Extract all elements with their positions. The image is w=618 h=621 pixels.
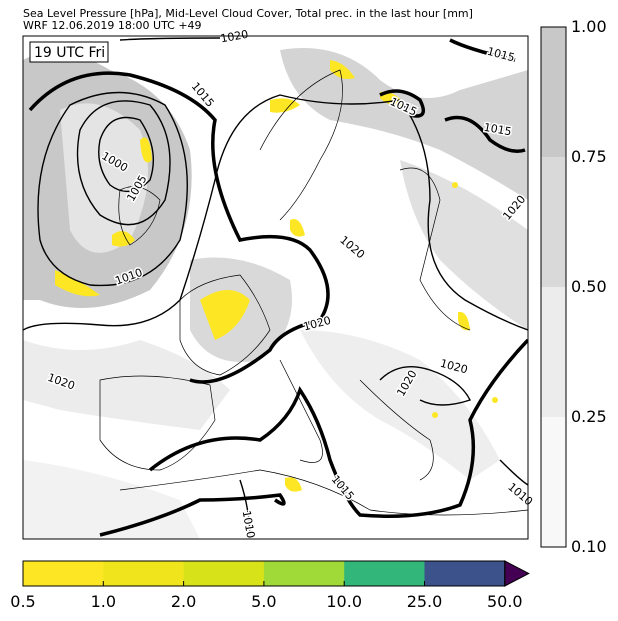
precip-patch — [452, 182, 458, 188]
coastline-north-africa — [119, 469, 528, 516]
precip-colorbar-tick: 1.0 — [90, 592, 117, 611]
coastline-balkans — [359, 379, 434, 481]
cloud-colorbar-tick: 0.10 — [571, 537, 607, 556]
precip-patch — [290, 219, 305, 237]
precip-colorbar-tick: 25.0 — [406, 592, 443, 611]
cloud-colorbar-segment — [541, 417, 566, 547]
precip-patch — [140, 137, 152, 163]
precip-colorbar-segment — [103, 561, 185, 586]
precip-patch — [492, 397, 498, 403]
precip-patch — [330, 60, 355, 79]
map-title: Sea Level Pressure [hPa], Mid-Level Clou… — [23, 7, 473, 20]
precip-patch — [432, 412, 438, 418]
precip-colorbar-segment — [23, 561, 104, 586]
isobar-1005 — [76, 100, 171, 226]
map-subtitle: WRF 12.06.2019 18:00 UTC +49 — [23, 19, 202, 32]
precip-colorbar-tick: 10.0 — [326, 592, 362, 611]
precip-colorbar-segment — [424, 561, 506, 586]
isobar-1010-se — [499, 459, 528, 486]
precip-colorbar-extend-arrow — [504, 560, 530, 587]
precip-patch — [200, 290, 250, 340]
cloud-patch — [280, 48, 528, 200]
isobar-1000 — [98, 116, 155, 193]
isobar-1015-east — [444, 115, 526, 153]
isobar-1010 — [37, 91, 188, 287]
precip-colorbar-segment — [263, 561, 345, 586]
precip-colorbar-tick: 50.0 — [486, 592, 523, 611]
cloud-colorbar-segment — [541, 287, 566, 417]
cloud-colorbar-tick: 1.00 — [571, 17, 607, 36]
isobars — [23, 37, 528, 539]
cloud-colorbar-segment — [541, 27, 566, 157]
precip-colorbar-tick: 0.5 — [10, 592, 36, 611]
cloud-patch — [300, 330, 500, 480]
isobar-1020 — [23, 94, 528, 331]
precip-patch — [285, 477, 302, 492]
precip-colorbar-tick: 5.0 — [251, 592, 277, 611]
precip-patch — [458, 311, 470, 331]
isobar-1020-balkans — [379, 366, 471, 406]
isobar-1015 — [28, 71, 330, 384]
precip-colorbar-segment — [183, 561, 265, 586]
cloud-patch — [400, 160, 528, 330]
border-line — [399, 167, 471, 331]
cloud-colorbar-tick: 0.75 — [571, 147, 607, 166]
cloud-colorbar-segment — [541, 157, 566, 287]
cloud-colorbar-tick: 0.25 — [571, 407, 607, 426]
cloud-cover-colorbar — [541, 27, 566, 547]
map-frame — [22, 35, 529, 540]
isobar-1015-south — [148, 338, 528, 518]
precip-colorbar — [22, 560, 530, 587]
isobar-1015-ne — [449, 38, 516, 62]
precip-patch — [55, 270, 100, 297]
time-label-box — [29, 41, 109, 63]
isobar-1010-s — [239, 479, 251, 539]
isobar-1015-africa — [99, 493, 286, 537]
cloud-patch — [60, 103, 148, 253]
precip-patch — [270, 98, 300, 113]
precip-colorbar-tick: 2.0 — [170, 592, 197, 611]
coastline-france — [179, 274, 271, 376]
time-label: 19 UTC Fri — [34, 45, 105, 61]
cloud-colorbar-tick: 0.50 — [571, 277, 607, 296]
precip-patch — [112, 231, 135, 247]
precip-colorbar-segment — [344, 561, 425, 586]
coastline-italy — [279, 359, 323, 463]
cloud-colorbar-frame — [540, 26, 567, 548]
precip-layer — [55, 60, 498, 492]
isobar-1015-north — [379, 89, 426, 118]
isobar-1020-top — [119, 37, 221, 41]
cloud-patch — [23, 340, 230, 430]
